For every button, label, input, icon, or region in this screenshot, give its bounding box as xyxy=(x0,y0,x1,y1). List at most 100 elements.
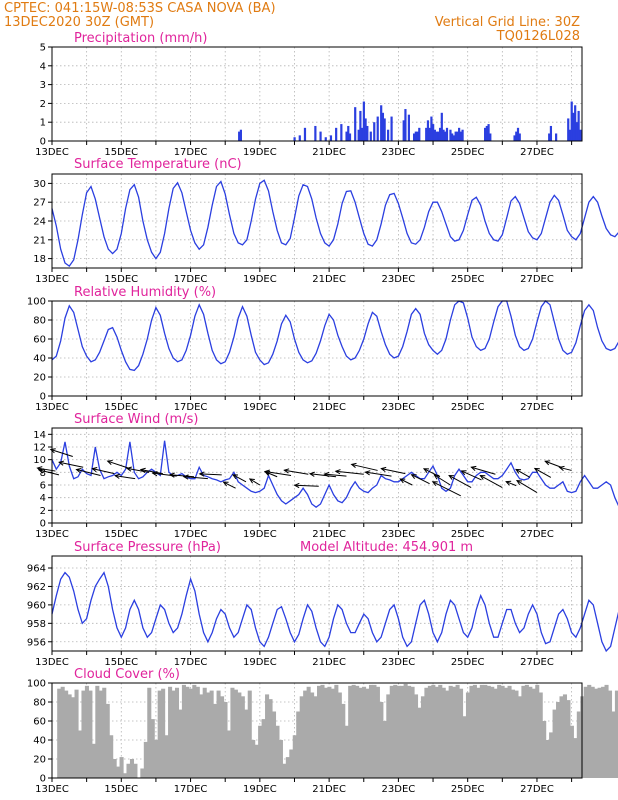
cloud-bar xyxy=(538,692,543,778)
wind-arrow-head xyxy=(222,481,229,487)
cloud-bar xyxy=(188,688,193,778)
precip-bar xyxy=(459,131,462,141)
precip-bar xyxy=(239,129,242,141)
x-tick-label: 13DEC xyxy=(35,529,69,540)
cloud-bar xyxy=(251,740,256,778)
precip-bar xyxy=(428,127,431,141)
cloud-bar xyxy=(382,721,387,778)
wind-arrow xyxy=(284,469,309,475)
y-tick-label: 8 xyxy=(40,468,46,479)
precip-bar xyxy=(452,135,456,141)
precip-bar xyxy=(387,129,390,141)
y-tick-label: 60 xyxy=(33,717,46,728)
cloud-bar xyxy=(545,740,550,778)
cloud-bar xyxy=(351,684,356,778)
wind-arrow-head xyxy=(293,482,300,489)
x-tick-label: 13DEC xyxy=(35,147,69,158)
precip-bar xyxy=(449,129,452,141)
y-tick-label: 1 xyxy=(40,118,46,129)
cloud-bar xyxy=(77,730,83,778)
cloud-bar xyxy=(213,703,218,778)
cloud-plot: 0 20 40 60 80 100 13DEC 15DEC 17DEC 19DEC 21DEC 23D… xyxy=(27,679,618,795)
cloud-bar xyxy=(192,684,197,778)
x-tick-label: 17DEC xyxy=(174,147,208,158)
cloud-bar xyxy=(490,686,495,778)
precip-bar xyxy=(513,135,516,141)
header-date: 13DEC2020 30Z (GMT) xyxy=(4,15,154,30)
cloud-bar xyxy=(95,685,100,778)
wind-arrow xyxy=(411,474,430,485)
cloud-bar xyxy=(313,696,318,778)
wind-arrow xyxy=(516,480,538,494)
y-tick-label: 20 xyxy=(33,373,46,384)
precip-bar xyxy=(335,127,338,141)
cloud-bar xyxy=(583,686,588,778)
x-tick-label: 15DEC xyxy=(104,402,138,413)
wind-arrow-head xyxy=(323,471,330,478)
precip-bar xyxy=(390,116,393,141)
precip-bar xyxy=(381,112,385,141)
precip-bar xyxy=(445,127,449,141)
x-tick-label: 21DEC xyxy=(312,274,346,285)
cloud-bar xyxy=(337,692,342,778)
precip-bar xyxy=(314,125,317,141)
x-tick-label: 19DEC xyxy=(243,147,277,158)
cloud-bar xyxy=(282,763,287,778)
x-tick-label: 23DEC xyxy=(382,274,416,285)
wind-arrow xyxy=(461,470,482,481)
cloud-bar xyxy=(174,687,180,778)
precip-bar xyxy=(435,131,438,141)
cloud-bar xyxy=(261,719,266,778)
y-tick-label: 100 xyxy=(27,297,46,308)
cloud-bar xyxy=(178,709,183,778)
y-tick-label: 80 xyxy=(33,698,46,709)
cloud-bar xyxy=(493,688,498,778)
cloud-bar xyxy=(168,686,173,778)
y-tick-label: 80 xyxy=(33,316,46,327)
header-grid-line: Vertical Grid Line: 30Z xyxy=(435,15,580,30)
wind-arrow-head xyxy=(558,465,565,472)
wind-arrow-head xyxy=(114,473,121,479)
wind-arrow xyxy=(37,467,56,472)
cloud-bar xyxy=(587,684,592,778)
cloud-bar xyxy=(268,699,273,778)
wind-arrow xyxy=(294,484,319,487)
wind-arrow-head xyxy=(36,466,43,472)
cloud-bar xyxy=(483,684,488,778)
cloud-bar xyxy=(323,687,328,778)
x-tick-label: 17DEC xyxy=(174,274,208,285)
cloud-bar xyxy=(209,690,214,778)
wind-arrow-head xyxy=(182,474,189,480)
cloud-bar xyxy=(535,684,540,778)
wind-arrow xyxy=(309,473,337,478)
y-tick-label: 0 xyxy=(40,137,46,148)
cloud-bar xyxy=(244,709,249,778)
cloud-bar xyxy=(500,685,505,778)
cloud-bar xyxy=(590,686,595,778)
cloud-bar xyxy=(497,684,502,778)
cloud-bar xyxy=(161,688,166,778)
cloud-bar xyxy=(81,690,86,778)
cloud-bar xyxy=(133,763,138,778)
x-tick-label: 13DEC xyxy=(35,402,69,413)
cloud-bar xyxy=(465,692,471,778)
cloud-bar xyxy=(143,741,148,778)
precip-bar xyxy=(329,135,333,141)
x-tick-label: 17DEC xyxy=(174,402,208,413)
cloud-bar xyxy=(71,697,76,778)
wind-arrow xyxy=(249,478,261,486)
wind-arrow xyxy=(545,460,562,468)
cloud-bar xyxy=(105,703,110,778)
precip-bar xyxy=(572,112,575,141)
x-tick-label: 19DEC xyxy=(243,402,277,413)
precip-bar xyxy=(298,135,301,141)
cloud-bar xyxy=(230,687,235,778)
cloud-bar xyxy=(448,685,453,778)
cloud-bar xyxy=(431,684,436,778)
cloud-bar xyxy=(517,696,522,778)
x-tick-label: 21DEC xyxy=(312,529,346,540)
precip-bar xyxy=(407,114,410,141)
